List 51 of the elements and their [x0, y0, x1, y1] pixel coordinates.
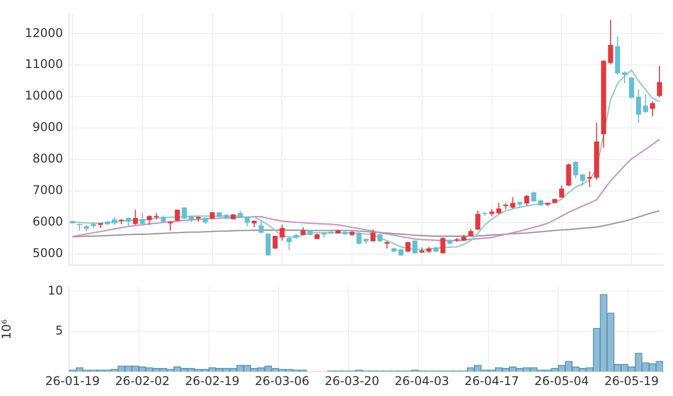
candlestick [566, 163, 572, 187]
y-tick-label: 9000 [32, 120, 63, 134]
y-tick-label: 12000 [24, 26, 63, 40]
candlestick [168, 220, 173, 232]
y-tick-label: 8000 [32, 152, 63, 166]
candlestick [286, 236, 292, 251]
candlestick [244, 216, 250, 227]
x-tick-label: 26-02-19 [185, 374, 240, 388]
candlestick [657, 66, 662, 98]
candlestick [496, 202, 502, 214]
candlestick [587, 170, 592, 188]
x-tick-label: 26-01-19 [45, 374, 100, 388]
candlestick [126, 216, 131, 228]
x-tick-label: 26-05-04 [534, 374, 589, 388]
candlestick [140, 212, 145, 226]
x-tick-label: 26-04-03 [394, 374, 450, 388]
candlestick [412, 240, 418, 254]
x-tick-label: 26-03-20 [324, 374, 380, 388]
y-tick-label: 5000 [32, 246, 63, 260]
y-axis-title: 10⁶ [0, 319, 14, 340]
y-tick-label: 7000 [32, 183, 63, 198]
candlestick [182, 206, 187, 220]
candlestick [280, 224, 285, 242]
candlestick [370, 229, 376, 242]
candlestick [629, 76, 634, 99]
candlestick [608, 19, 614, 65]
y-tick-label: 10000 [24, 88, 63, 103]
candlestick [475, 210, 480, 230]
candlestick [580, 173, 586, 186]
candlestick [272, 235, 278, 250]
candlestick [146, 214, 152, 226]
x-tick-label: 26-04-17 [464, 374, 520, 388]
y-tick-label: 11000 [24, 57, 63, 72]
candlestick [650, 101, 656, 117]
candlestick [573, 160, 578, 179]
candlestick [132, 209, 138, 226]
candlestick [258, 220, 264, 234]
x-tick-label: 26-02-02 [115, 374, 170, 388]
candlestick [643, 94, 648, 114]
x-tick-label: 26-03-06 [254, 374, 310, 388]
candlestick [356, 232, 362, 245]
candlestick [510, 196, 516, 210]
y-tick-label: 6000 [32, 214, 63, 228]
candlestick [524, 194, 530, 206]
y-tick-label: 5 [55, 324, 63, 338]
candlestick [440, 236, 446, 254]
y-tick-label: 10 [48, 283, 63, 298]
candlestick [559, 185, 564, 198]
candlestick [622, 70, 628, 84]
candlestick [636, 89, 642, 124]
x-tick-label: 26-05-19 [604, 374, 659, 388]
